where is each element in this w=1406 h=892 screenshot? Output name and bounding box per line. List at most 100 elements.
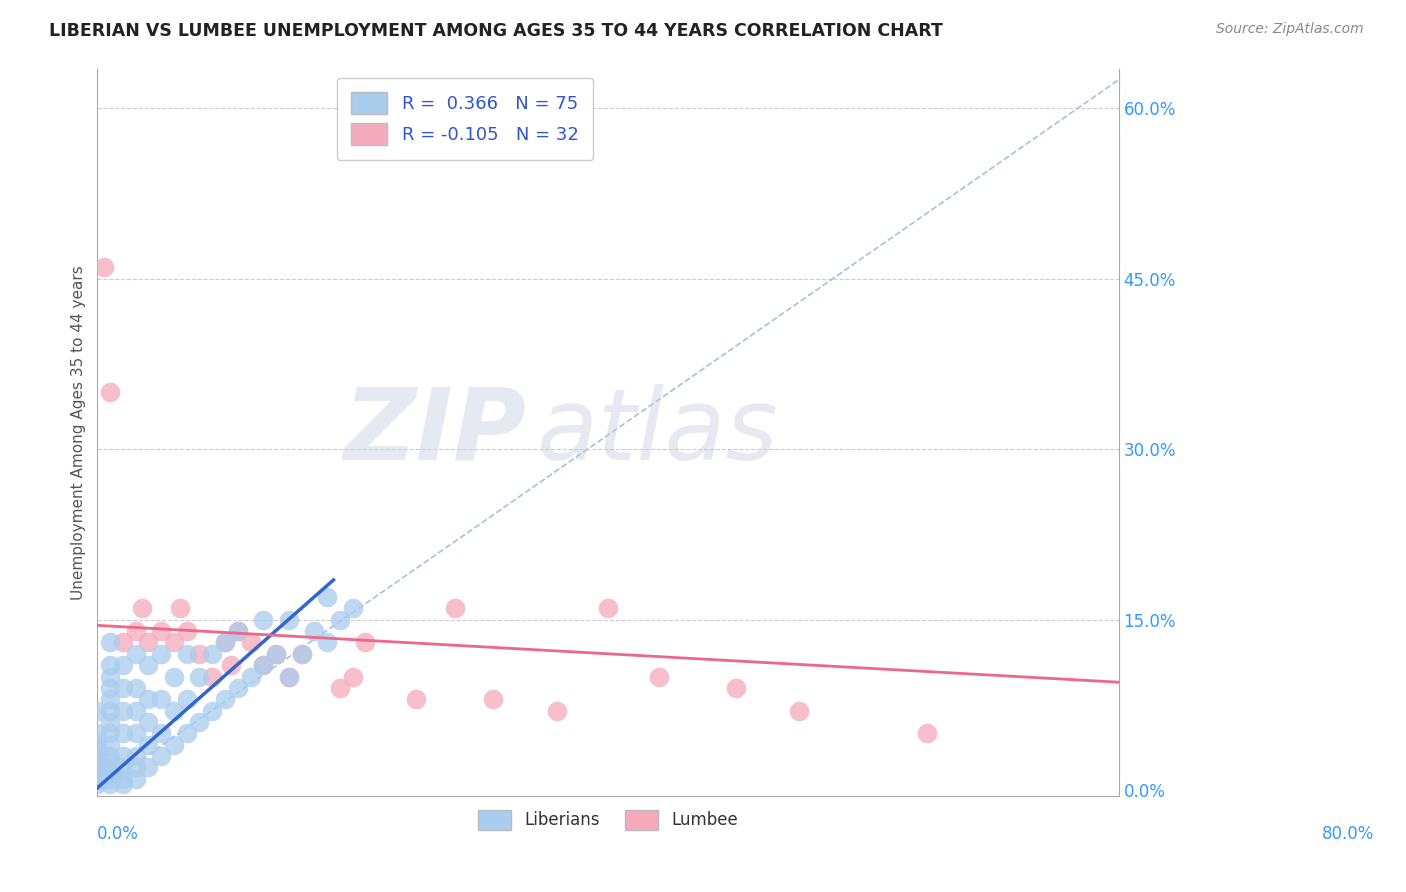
Point [86,760,108,774]
Point [138,760,160,774]
Point [124,772,146,786]
Point [163,635,186,649]
Point [915,726,938,740]
Point [221,658,243,673]
Point [111,749,134,764]
Point [226,624,249,638]
Point [596,601,619,615]
Point [98,738,121,752]
Text: Source: ZipAtlas.com: Source: ZipAtlas.com [1216,22,1364,37]
Point [98,760,121,774]
Point [98,681,121,695]
Point [150,624,173,638]
Point [111,635,134,649]
Point [316,590,339,604]
Point [138,635,160,649]
Point [111,681,134,695]
Point [124,760,146,774]
Point [316,635,339,649]
Y-axis label: Unemployment Among Ages 35 to 44 years: Unemployment Among Ages 35 to 44 years [72,265,86,599]
Point [86,766,108,780]
Point [124,647,146,661]
Point [304,624,326,638]
Point [124,704,146,718]
Point [138,692,160,706]
Point [277,669,299,683]
Point [342,669,364,683]
Point [98,658,121,673]
Point [98,635,121,649]
Point [150,749,173,764]
Point [124,726,146,740]
Point [86,738,108,752]
Text: 80.0%: 80.0% [1322,825,1374,843]
Point [98,772,121,786]
Point [291,647,314,661]
Point [342,601,364,615]
Point [264,647,287,661]
Point [163,704,186,718]
Point [86,772,108,786]
Point [252,658,274,673]
Point [138,738,160,752]
Point [176,624,198,638]
Point [252,658,274,673]
Point [131,601,153,615]
Text: LIBERIAN VS LUMBEE UNEMPLOYMENT AMONG AGES 35 TO 44 YEARS CORRELATION CHART: LIBERIAN VS LUMBEE UNEMPLOYMENT AMONG AG… [49,22,943,40]
Point [176,692,198,706]
Point [648,669,671,683]
Point [176,726,198,740]
Text: atlas: atlas [537,384,778,481]
Point [163,669,186,683]
Point [226,624,249,638]
Point [188,647,211,661]
Point [111,658,134,673]
Point [124,749,146,764]
Text: ZIP: ZIP [343,384,526,481]
Point [86,726,108,740]
Point [329,613,352,627]
Point [163,738,186,752]
Point [188,669,211,683]
Point [86,743,108,757]
Point [86,704,108,718]
Point [277,669,299,683]
Point [98,704,121,718]
Point [214,692,236,706]
Point [150,692,173,706]
Legend: Liberians, Lumbee: Liberians, Lumbee [470,801,747,838]
Point [111,704,134,718]
Point [98,669,121,683]
Point [150,647,173,661]
Point [98,755,121,769]
Point [291,647,314,661]
Point [111,777,134,791]
Point [188,714,211,729]
Point [354,635,377,649]
Point [329,681,352,695]
Point [98,777,121,791]
Point [443,601,465,615]
Point [98,692,121,706]
Point [98,714,121,729]
Point [239,635,262,649]
Point [252,613,274,627]
Point [214,635,236,649]
Point [93,260,115,275]
Point [98,385,121,400]
Text: 0.0%: 0.0% [97,825,139,843]
Point [214,635,236,649]
Point [111,760,134,774]
Point [239,669,262,683]
Point [169,601,191,615]
Point [482,692,505,706]
Point [201,704,224,718]
Point [111,726,134,740]
Point [546,704,568,718]
Point [98,749,121,764]
Point [138,714,160,729]
Point [124,681,146,695]
Point [138,658,160,673]
Point [86,777,108,791]
Point [124,624,146,638]
